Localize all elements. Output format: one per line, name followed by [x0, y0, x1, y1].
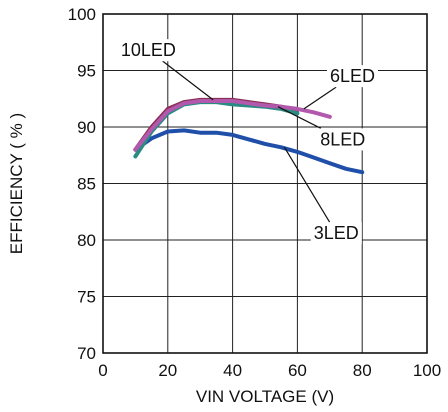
y-axis-label: EFFICIENCY ( % ) [7, 113, 26, 254]
callout-label-6led: 6LED [330, 66, 375, 86]
y-tick-label: 70 [77, 344, 96, 363]
series-line-6led [133, 99, 332, 152]
callout-background [310, 222, 362, 245]
callout-background [326, 65, 378, 88]
callout-leader-6led [303, 86, 337, 110]
y-tick-label: 100 [68, 5, 96, 24]
callout-leader-8led [277, 106, 322, 129]
y-tick-label: 85 [77, 175, 96, 194]
x-tick-label: 100 [413, 361, 441, 380]
x-tick-label: 60 [288, 361, 307, 380]
callout-background [117, 39, 179, 62]
series-lines [133, 97, 365, 175]
y-tick-labels: 70 75 80 85 90 95 100 [68, 5, 96, 363]
callout-background [317, 128, 369, 151]
x-tick-labels: 0 20 40 60 80 100 [98, 361, 441, 380]
plot-frame [102, 13, 428, 354]
callout-label-3led: 3LED [314, 223, 359, 243]
series-line-8led [133, 100, 300, 159]
x-tick-label: 80 [353, 361, 372, 380]
y-tick-label: 75 [77, 288, 96, 307]
callouts: 10LED 6LED 8LED 3LED [117, 39, 378, 245]
grid [103, 14, 427, 353]
y-tick-label: 90 [77, 118, 96, 137]
callout-leader-3led [283, 147, 331, 223]
x-tick-label: 0 [98, 361, 107, 380]
y-tick-label: 80 [77, 231, 96, 250]
x-tick-label: 40 [223, 361, 242, 380]
callout-leader-10led [162, 60, 214, 101]
series-line-3led [133, 128, 365, 175]
callout-label-10led: 10LED [121, 40, 176, 60]
x-tick-label: 20 [158, 361, 177, 380]
callout-label-8led: 8LED [320, 129, 365, 149]
x-axis-label: VIN VOLTAGE (V) [196, 387, 334, 406]
y-tick-label: 95 [77, 62, 96, 81]
